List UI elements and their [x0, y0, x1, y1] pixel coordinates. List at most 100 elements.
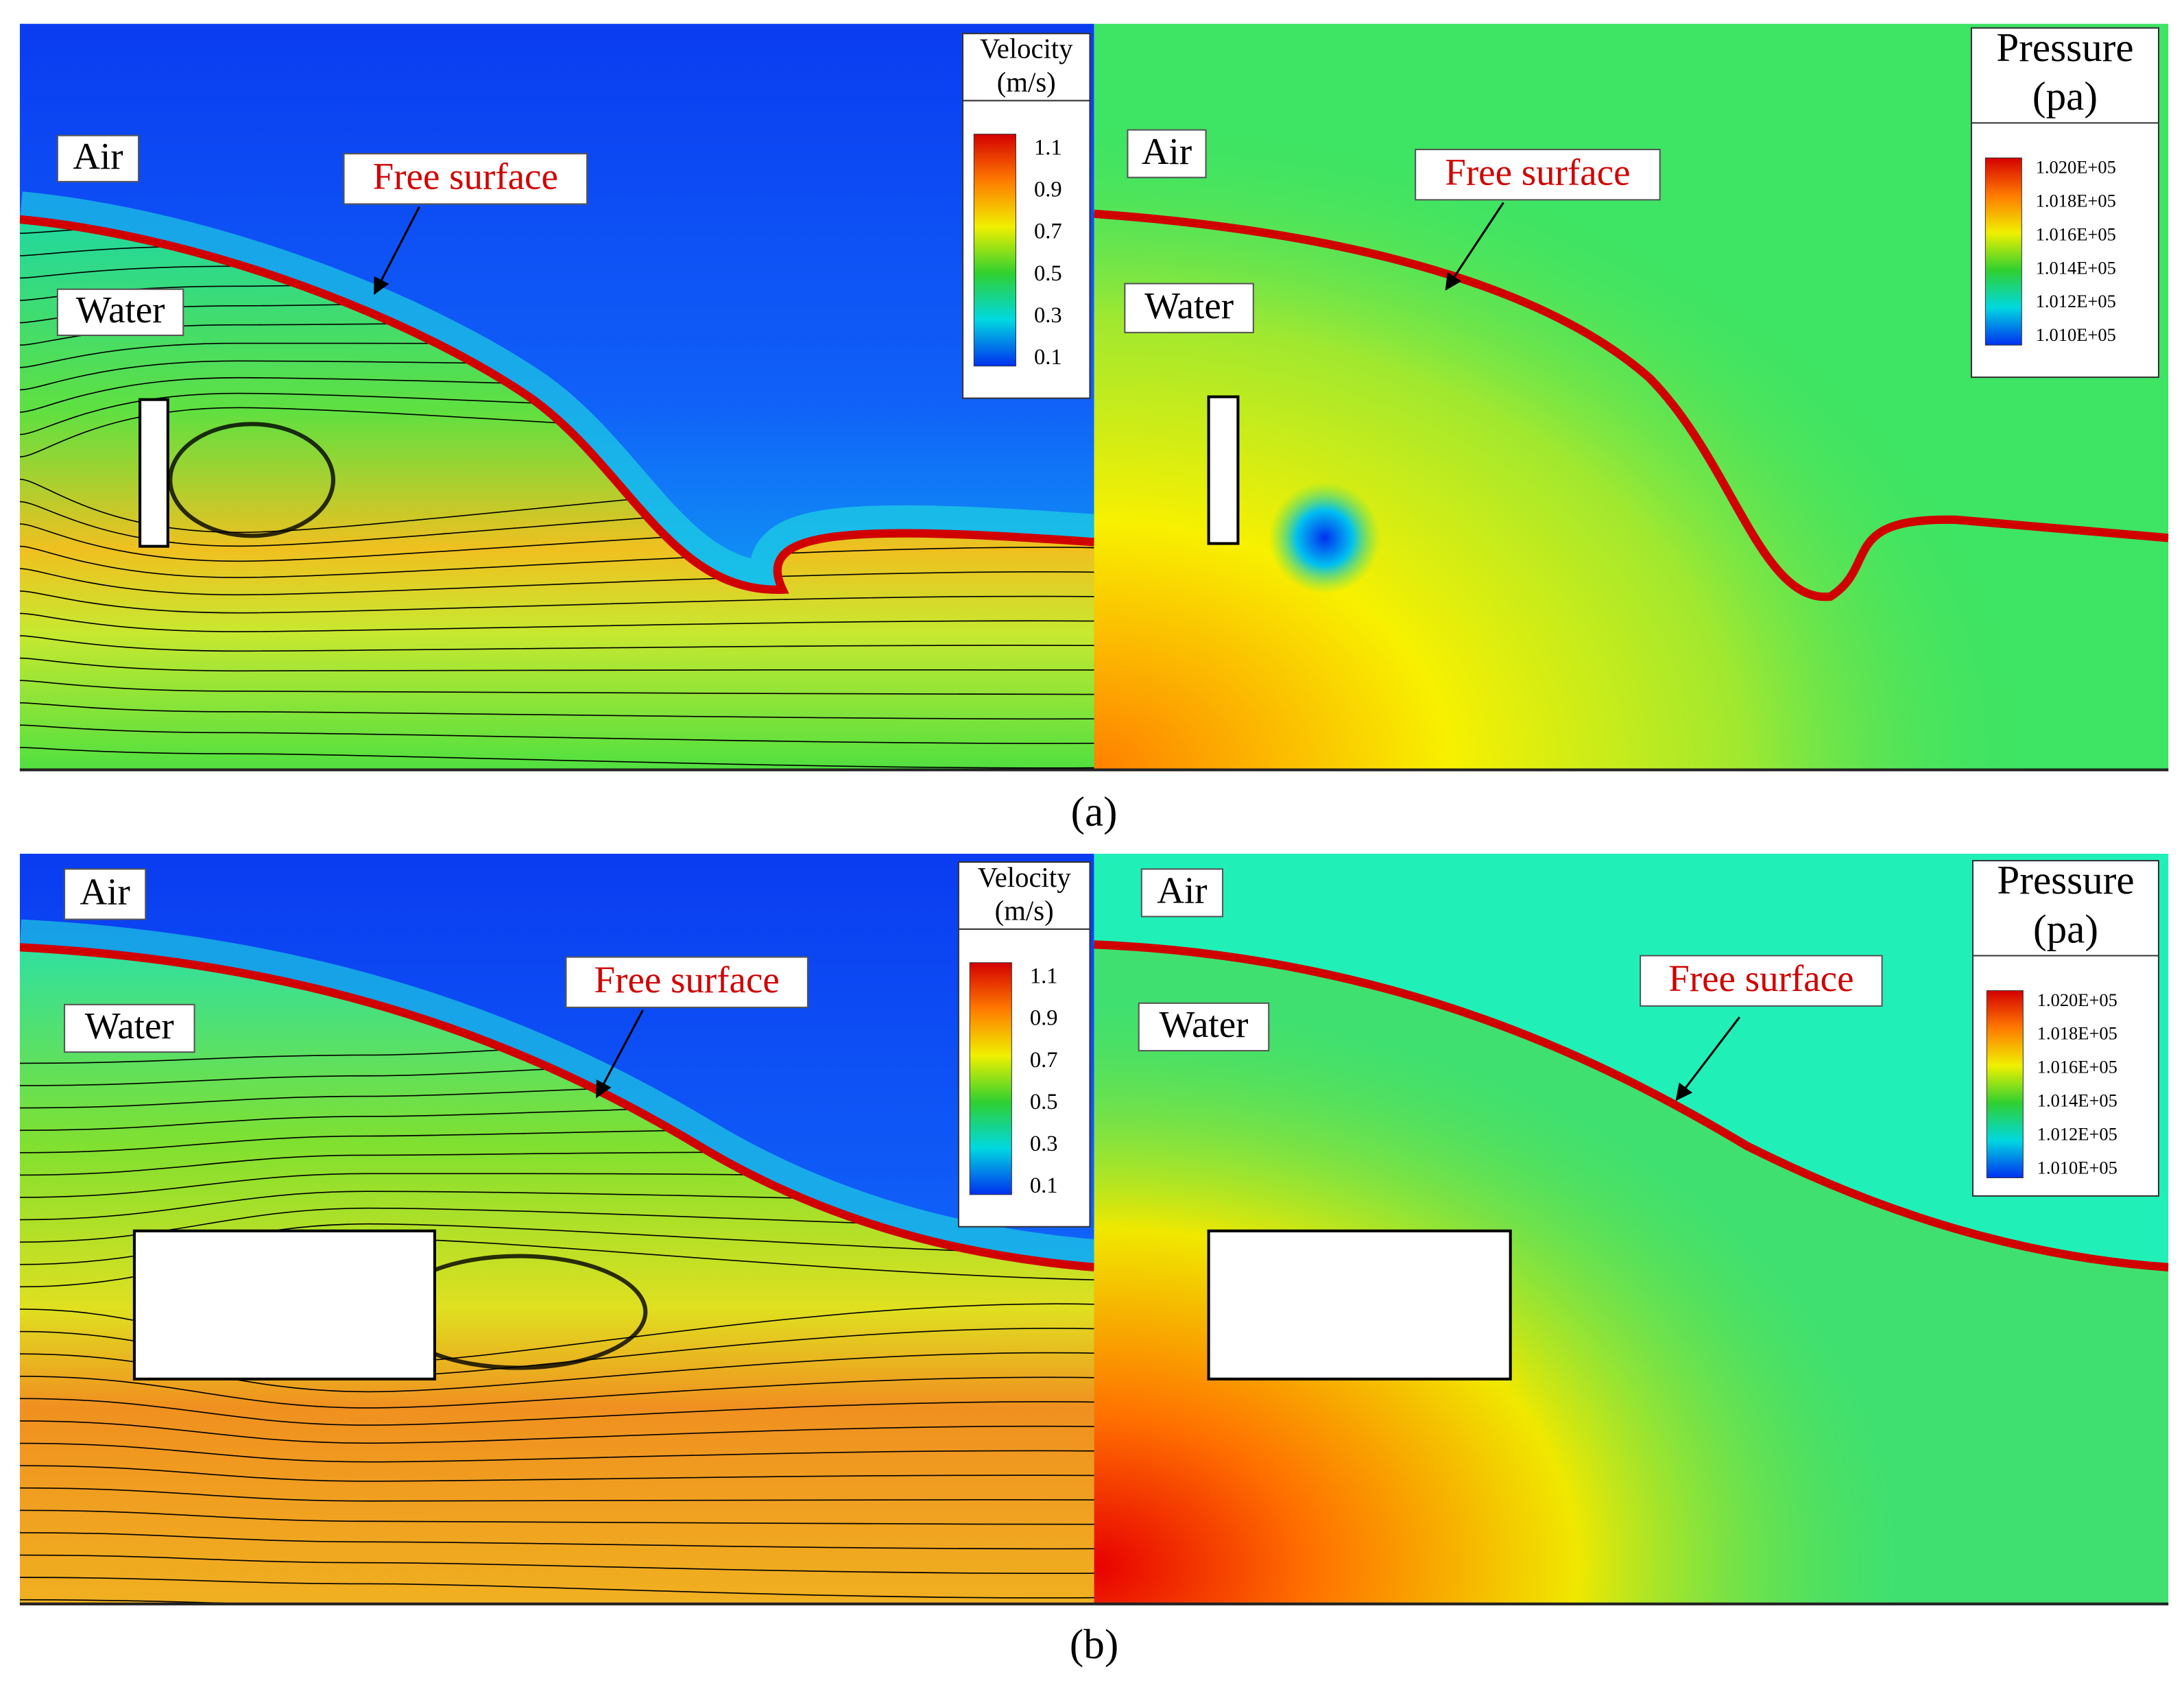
annotation-box [64, 868, 147, 920]
colorbar-label: 1.014E+05 [2036, 257, 2116, 278]
streamline [19, 1465, 1094, 1482]
streamline [19, 1375, 1094, 1409]
streamline [19, 769, 1094, 770]
annotation-arrow [1675, 1016, 1741, 1101]
annotation-box [1127, 129, 1207, 178]
colorbar-label: 0.3 [1034, 303, 1062, 328]
annotation-label: Air [1157, 870, 1207, 911]
colorbar-label: 0.1 [1034, 345, 1062, 370]
streamline [19, 1577, 1094, 1599]
streamline [19, 545, 1094, 578]
annotation-label: Air [80, 871, 130, 913]
annotation-box [1140, 868, 1224, 918]
colorbar-label: 1.010E+05 [2037, 1157, 2117, 1178]
colorbar-label: 0.5 [1030, 1090, 1058, 1114]
colorbar-label: 1.012E+05 [2036, 291, 2116, 311]
annotation-box [565, 956, 808, 1008]
annotation-label: Free surface [1445, 151, 1630, 193]
annotation-label: Water [1144, 285, 1234, 326]
annotation-box [1124, 283, 1254, 333]
free-surface [19, 215, 1094, 594]
annotation-label: Free surface [595, 959, 780, 1001]
colorbar-label: 1.010E+05 [2036, 324, 2116, 345]
legend-title: (pa) [2032, 73, 2098, 119]
panel-label: (a) [1071, 789, 1118, 835]
colorbar-label: 0.1 [1030, 1173, 1058, 1198]
annotation-label: Free surface [373, 155, 558, 197]
streamline [19, 1554, 1094, 1574]
annotation-box [1415, 148, 1661, 201]
colorbar-label: 1.012E+05 [2037, 1123, 2117, 1144]
legend-title: Pressure [1997, 857, 2134, 903]
water-field [19, 947, 1094, 1604]
colorbar-label: 1.020E+05 [2036, 157, 2116, 178]
colorbar-label: 0.5 [1034, 261, 1062, 286]
streamline [19, 724, 1094, 744]
colorbar-label: 1.1 [1034, 135, 1062, 160]
annotation-label: Water [76, 289, 165, 331]
velocity-plot: Air Water Free surface Velocity(m/s) 1.1 0.9 0… [19, 853, 1094, 1605]
legend-title: Velocity [978, 862, 1071, 893]
free-surface [1094, 940, 2169, 1271]
colorbar [969, 962, 1012, 1195]
annotation-box [64, 1003, 195, 1053]
annotation-arrow [595, 1009, 644, 1099]
field [19, 23, 1094, 817]
colorbar-label: 1.016E+05 [2036, 224, 2116, 244]
colorbar-label: 1.1 [1030, 964, 1058, 989]
legend-title: (m/s) [997, 67, 1056, 98]
streamline [19, 1420, 1094, 1444]
low-pressure [1269, 481, 1381, 594]
colorbar-label: 0.7 [1034, 219, 1062, 244]
streamline [19, 1398, 1094, 1426]
colorbar-label: 1.020E+05 [2037, 990, 2117, 1010]
annotation-box [1138, 1002, 1270, 1052]
streamline [19, 1442, 1094, 1463]
panel-label: (b) [1070, 1622, 1118, 1668]
legend-title: (m/s) [995, 896, 1054, 927]
velocity-plot: Air Water Free surface Velocity(m/s) 1.1 0.9 0… [19, 23, 1094, 817]
annotation-label: Water [1160, 1003, 1249, 1045]
streamline [19, 1509, 1094, 1525]
streamline [19, 590, 1094, 614]
obstacle [1207, 395, 1240, 545]
annotation-box [343, 153, 588, 205]
annotation-arrow [373, 206, 420, 296]
colorbar-label: 1.018E+05 [2036, 190, 2116, 211]
obstacle [1207, 1229, 1512, 1381]
streamline [19, 612, 1094, 632]
streamline [19, 747, 1094, 769]
colorbar-label: 1.018E+05 [2037, 1023, 2117, 1044]
colorbar [973, 134, 1016, 367]
free-surface [19, 943, 1094, 1271]
field [19, 853, 1094, 1604]
streamline [19, 702, 1094, 720]
colorbar-label: 0.7 [1030, 1048, 1058, 1073]
legend-title: Pressure [1996, 25, 2133, 70]
streamline [20, 792, 1094, 817]
water-field [19, 219, 1094, 770]
annotation-box [1640, 955, 1883, 1007]
streamline [19, 680, 1094, 695]
legend-title: (pa) [2033, 906, 2098, 951]
colorbar-label: 0.9 [1030, 1006, 1058, 1031]
annotation-box [56, 134, 140, 182]
annotation-label: Air [73, 135, 123, 177]
annotation-box [56, 288, 184, 336]
colorbar-label: 0.9 [1034, 178, 1062, 202]
streamline [19, 657, 1094, 672]
streamline [19, 635, 1094, 652]
colorbar [1984, 157, 2022, 346]
colorbar-label: 1.014E+05 [2037, 1090, 2117, 1111]
annotation-label: Water [85, 1005, 174, 1047]
obstacle [132, 1229, 436, 1381]
pressure-plot: Air Water Free surface Pressure(pa) 1.020E+0… [1094, 23, 2169, 772]
legend-title: Velocity [980, 34, 1073, 64]
streamline [19, 1487, 1094, 1502]
colorbar-label: 1.016E+05 [2037, 1057, 2117, 1077]
pressure-plot: Air Water Free surface Pressure(pa) 1.020E+0… [1094, 853, 2169, 1605]
annotation-label: Free surface [1668, 957, 1853, 999]
streamline [19, 1599, 1094, 1604]
colorbar [1986, 990, 2024, 1178]
